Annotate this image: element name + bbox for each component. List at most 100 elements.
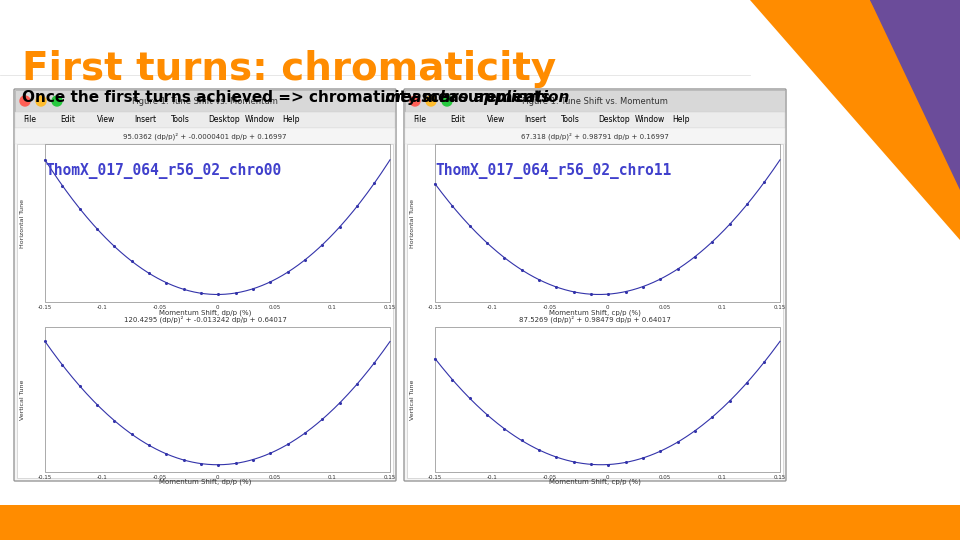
Point bbox=[427, 354, 443, 363]
Point bbox=[584, 290, 599, 299]
Point bbox=[636, 282, 651, 291]
Point bbox=[601, 290, 616, 299]
Text: First turns: chromaticity: First turns: chromaticity bbox=[22, 50, 556, 88]
Text: 0.15: 0.15 bbox=[774, 306, 786, 310]
Point bbox=[55, 361, 70, 369]
Point bbox=[531, 446, 546, 454]
Point bbox=[618, 458, 634, 467]
Text: 0.1: 0.1 bbox=[328, 306, 337, 310]
Point bbox=[298, 429, 313, 437]
Point bbox=[107, 416, 122, 425]
Text: Vertical Tune: Vertical Tune bbox=[20, 379, 26, 420]
Bar bbox=[15, 128, 395, 144]
Polygon shape bbox=[750, 0, 960, 240]
Circle shape bbox=[20, 96, 30, 106]
Point bbox=[193, 460, 208, 468]
Bar bbox=[45, 144, 390, 302]
Point bbox=[193, 289, 208, 298]
Text: -0.05: -0.05 bbox=[153, 306, 167, 310]
Point bbox=[280, 440, 296, 449]
Text: -0.05: -0.05 bbox=[542, 475, 557, 480]
Text: Figure 1: Tune Shift vs. Momentum: Figure 1: Tune Shift vs. Momentum bbox=[132, 97, 278, 105]
Circle shape bbox=[426, 96, 436, 106]
FancyBboxPatch shape bbox=[404, 89, 786, 481]
Text: ThomX Ring Commissioning: ThomX Ring Commissioning bbox=[22, 523, 178, 533]
Text: File: File bbox=[23, 116, 36, 125]
Point bbox=[687, 427, 703, 435]
Text: 0.05: 0.05 bbox=[659, 475, 671, 480]
Text: -0.15: -0.15 bbox=[37, 306, 52, 310]
Point bbox=[722, 220, 737, 228]
Point bbox=[636, 454, 651, 462]
Point bbox=[618, 287, 634, 296]
Text: -0.1: -0.1 bbox=[97, 306, 108, 310]
Text: Momentum Shift, dp/p (%): Momentum Shift, dp/p (%) bbox=[158, 479, 252, 485]
Bar bbox=[15, 90, 395, 112]
Text: 0.15: 0.15 bbox=[384, 306, 396, 310]
Circle shape bbox=[442, 96, 452, 106]
Text: File: File bbox=[413, 116, 426, 125]
Point bbox=[756, 178, 772, 186]
Polygon shape bbox=[0, 505, 960, 540]
Text: 0: 0 bbox=[216, 475, 219, 480]
Text: Desktop: Desktop bbox=[208, 116, 240, 125]
Text: 0.05: 0.05 bbox=[269, 306, 281, 310]
Point bbox=[722, 396, 737, 405]
Text: 0.05: 0.05 bbox=[659, 306, 671, 310]
Polygon shape bbox=[870, 0, 960, 150]
Text: Horizontal Tune: Horizontal Tune bbox=[20, 199, 26, 248]
Point bbox=[176, 456, 191, 464]
Text: 120.4295 (dp/p)² + -0.013242 dp/p + 0.64017: 120.4295 (dp/p)² + -0.013242 dp/p + 0.64… bbox=[124, 315, 286, 322]
Text: 36: 36 bbox=[723, 523, 737, 533]
Point bbox=[141, 269, 156, 278]
Point bbox=[55, 181, 70, 190]
Point bbox=[584, 460, 599, 469]
Point bbox=[315, 415, 330, 423]
Point bbox=[37, 337, 53, 346]
Point bbox=[462, 394, 477, 403]
Bar bbox=[45, 327, 390, 472]
Point bbox=[246, 455, 261, 464]
Point bbox=[479, 239, 494, 247]
Point bbox=[531, 275, 546, 284]
Text: 0.1: 0.1 bbox=[328, 475, 337, 480]
Text: Ryna Chatkevska (LAL) - LAL, 18/12/2018: Ryna Chatkevska (LAL) - LAL, 18/12/2018 bbox=[364, 523, 596, 533]
Point bbox=[332, 222, 348, 231]
Bar bbox=[407, 144, 783, 478]
Point bbox=[210, 461, 226, 469]
Text: -0.15: -0.15 bbox=[428, 306, 443, 310]
Point bbox=[315, 240, 330, 249]
Point bbox=[158, 278, 174, 287]
Text: 0.1: 0.1 bbox=[718, 475, 727, 480]
Text: 0: 0 bbox=[216, 306, 219, 310]
Point bbox=[367, 179, 382, 187]
Point bbox=[653, 275, 668, 284]
Text: Edit: Edit bbox=[60, 116, 75, 125]
Bar bbox=[405, 112, 785, 128]
Text: Tools: Tools bbox=[171, 116, 190, 125]
Text: Vertical Tune: Vertical Tune bbox=[411, 379, 416, 420]
Text: 87.5269 (dp/p)² + 0.98479 dp/p + 0.64017: 87.5269 (dp/p)² + 0.98479 dp/p + 0.64017 bbox=[519, 315, 671, 322]
Point bbox=[514, 436, 529, 445]
Point bbox=[72, 204, 87, 213]
Point bbox=[72, 382, 87, 390]
Text: ThomX_017_064_r56_02_chro00: ThomX_017_064_r56_02_chro00 bbox=[45, 163, 281, 179]
Point bbox=[246, 285, 261, 293]
Point bbox=[37, 156, 53, 164]
Text: View: View bbox=[487, 116, 505, 125]
Text: -0.15: -0.15 bbox=[37, 475, 52, 480]
Point bbox=[263, 449, 278, 457]
Text: Edit: Edit bbox=[450, 116, 465, 125]
Point bbox=[549, 453, 564, 461]
Text: 0.1: 0.1 bbox=[718, 306, 727, 310]
Text: -0.1: -0.1 bbox=[487, 306, 498, 310]
Text: Momentum Shift, cp/p (%): Momentum Shift, cp/p (%) bbox=[549, 309, 641, 316]
Text: ThomX_017_064_r56_02_chro11: ThomX_017_064_r56_02_chro11 bbox=[436, 163, 672, 179]
Text: Tools: Tools bbox=[561, 116, 580, 125]
Point bbox=[280, 268, 296, 276]
Text: Momentum Shift, cp/p (%): Momentum Shift, cp/p (%) bbox=[549, 479, 641, 485]
Polygon shape bbox=[820, 0, 960, 190]
Point bbox=[444, 201, 460, 210]
Text: -0.05: -0.05 bbox=[153, 475, 167, 480]
Point bbox=[427, 179, 443, 188]
